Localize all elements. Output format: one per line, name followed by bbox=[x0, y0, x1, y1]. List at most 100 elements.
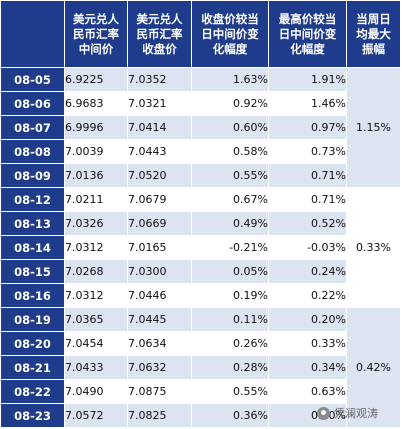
high-change-cell: 0.71% bbox=[268, 187, 347, 212]
date-cell: 08-15 bbox=[0, 259, 65, 284]
header-line: 美元兑人 bbox=[73, 11, 119, 26]
date-cell: 08-06 bbox=[0, 91, 65, 116]
close-change-cell: 0.55% bbox=[191, 163, 269, 188]
header-line: 中间价 bbox=[78, 41, 114, 56]
high-change-cell: 1.91% bbox=[268, 67, 347, 92]
mid-rate-cell: 7.0312 bbox=[64, 235, 128, 260]
mid-rate-cell: 6.9225 bbox=[64, 67, 128, 92]
mid-rate-cell: 7.0326 bbox=[64, 211, 128, 236]
high-change-cell: 0.52% bbox=[268, 211, 347, 236]
close-change-cell: 0.60% bbox=[191, 115, 269, 140]
date-cell: 08-07 bbox=[0, 115, 65, 140]
header-line: 民币汇率 bbox=[136, 26, 183, 41]
close-change-cell: 0.36% bbox=[191, 403, 269, 428]
header-line: 当周日 bbox=[356, 11, 391, 26]
weekly-amplitude-cell: 0.42% bbox=[346, 307, 401, 428]
date-cell: 08-19 bbox=[0, 307, 65, 332]
mid-rate-cell: 7.0039 bbox=[64, 139, 128, 164]
table-row: 08-21 7.0433 7.0632 0.28% 0.34% bbox=[0, 355, 401, 380]
table-row: 08-08 7.0039 7.0443 0.58% 0.73% bbox=[0, 139, 401, 164]
high-change-cell: -0.03% bbox=[268, 235, 347, 260]
header-date bbox=[0, 0, 65, 68]
close-rate-cell: 7.0875 bbox=[127, 379, 192, 404]
close-rate-cell: 7.0352 bbox=[127, 67, 192, 92]
mid-rate-cell: 6.9996 bbox=[64, 115, 128, 140]
date-cell: 08-13 bbox=[0, 211, 65, 236]
close-change-cell: 0.67% bbox=[191, 187, 269, 212]
watermark: 凭澜观涛 bbox=[317, 405, 378, 421]
table-body: 08-05 6.9225 7.0352 1.63% 1.91% 1.15% 08-06 6.9… bbox=[0, 67, 401, 428]
header-line: 日中间价变 bbox=[278, 26, 337, 41]
close-change-cell: 0.58% bbox=[191, 139, 269, 164]
header-high-change: 最高价较当 日中间价变 化幅度 bbox=[268, 0, 347, 68]
header-close-rate: 美元兑人 民币汇率 收盘价 bbox=[127, 0, 192, 68]
date-cell: 08-23 bbox=[0, 403, 65, 428]
date-cell: 08-14 bbox=[0, 235, 65, 260]
close-change-cell: 0.49% bbox=[191, 211, 269, 236]
close-rate-cell: 7.0669 bbox=[127, 211, 192, 236]
mid-rate-cell: 7.0211 bbox=[64, 187, 128, 212]
high-change-cell: 0.97% bbox=[268, 115, 347, 140]
header-line: 日中间价变 bbox=[201, 26, 259, 41]
close-change-cell: 0.05% bbox=[191, 259, 269, 284]
table-row: 08-09 7.0136 7.0520 0.55% 0.71% bbox=[0, 163, 401, 188]
close-rate-cell: 7.0445 bbox=[127, 307, 192, 332]
date-cell: 08-20 bbox=[0, 331, 65, 356]
close-change-cell: 0.11% bbox=[191, 307, 269, 332]
mid-rate-cell: 7.0268 bbox=[64, 259, 128, 284]
header-close-change: 收盘价较当 日中间价变 化幅度 bbox=[191, 0, 269, 68]
header-line: 振幅 bbox=[362, 41, 385, 56]
close-rate-cell: 7.0632 bbox=[127, 355, 192, 380]
high-change-cell: 0.71% bbox=[268, 163, 347, 188]
date-cell: 08-09 bbox=[0, 163, 65, 188]
table-row: 08-12 7.0211 7.0679 0.67% 0.71% 0.33% bbox=[0, 187, 401, 308]
table-row: 08-15 7.0268 7.0300 0.05% 0.24% bbox=[0, 259, 401, 284]
table-header: 美元兑人 民币汇率 中间价 美元兑人 民币汇率 收盘价 收盘价较当 日中间价变 化幅度 最高价较当… bbox=[0, 0, 401, 68]
close-change-cell: 0.55% bbox=[191, 379, 269, 404]
close-rate-cell: 7.0520 bbox=[127, 163, 192, 188]
close-rate-cell: 7.0446 bbox=[127, 283, 192, 308]
high-change-cell: 0.63% bbox=[268, 379, 347, 404]
close-rate-cell: 7.0414 bbox=[127, 115, 192, 140]
header-weekly-amplitude: 当周日 均最大 振幅 bbox=[346, 0, 401, 68]
high-change-cell: 1.46% bbox=[268, 91, 347, 116]
close-rate-cell: 7.0300 bbox=[127, 259, 192, 284]
wechat-logo-icon bbox=[317, 406, 330, 420]
close-rate-cell: 7.0321 bbox=[127, 91, 192, 116]
header-line: 收盘价 bbox=[142, 41, 177, 56]
close-rate-cell: 7.0679 bbox=[127, 187, 192, 212]
header-mid-rate: 美元兑人 民币汇率 中间价 bbox=[64, 0, 128, 68]
mid-rate-cell: 6.9683 bbox=[64, 91, 128, 116]
high-change-cell: 0.60% bbox=[268, 403, 347, 428]
mid-rate-cell: 7.0136 bbox=[64, 163, 128, 188]
close-change-cell: -0.21% bbox=[191, 235, 269, 260]
table-row: 08-06 6.9683 7.0321 0.92% 1.46% bbox=[0, 91, 401, 116]
mid-rate-cell: 7.0433 bbox=[64, 355, 128, 380]
date-cell: 08-08 bbox=[0, 139, 65, 164]
header-line: 美元兑人 bbox=[136, 11, 183, 26]
high-change-cell: 0.33% bbox=[268, 331, 347, 356]
close-change-cell: 0.26% bbox=[191, 331, 269, 356]
watermark-text: 凭澜观涛 bbox=[334, 407, 378, 420]
close-change-cell: 0.19% bbox=[191, 283, 269, 308]
date-cell: 08-16 bbox=[0, 283, 65, 308]
close-change-cell: 1.63% bbox=[191, 67, 269, 92]
close-rate-cell: 7.0634 bbox=[127, 331, 192, 356]
header-line: 均最大 bbox=[356, 26, 391, 41]
table-row: 08-05 6.9225 7.0352 1.63% 1.91% 1.15% bbox=[0, 67, 401, 188]
header-line: 化幅度 bbox=[290, 41, 325, 56]
high-change-cell: 0.24% bbox=[268, 259, 347, 284]
close-change-cell: 0.28% bbox=[191, 355, 269, 380]
table-row: 08-07 6.9996 7.0414 0.60% 0.97% bbox=[0, 115, 401, 140]
weekly-amplitude-cell: 0.33% bbox=[346, 187, 401, 308]
high-change-cell: 0.20% bbox=[268, 307, 347, 332]
date-cell: 08-12 bbox=[0, 187, 65, 212]
header-line: 最高价较当 bbox=[278, 11, 337, 26]
date-cell: 08-21 bbox=[0, 355, 65, 380]
mid-rate-cell: 7.0490 bbox=[64, 379, 128, 404]
mid-rate-cell: 7.0365 bbox=[64, 307, 128, 332]
close-change-cell: 0.92% bbox=[191, 91, 269, 116]
high-change-cell: 0.22% bbox=[268, 283, 347, 308]
